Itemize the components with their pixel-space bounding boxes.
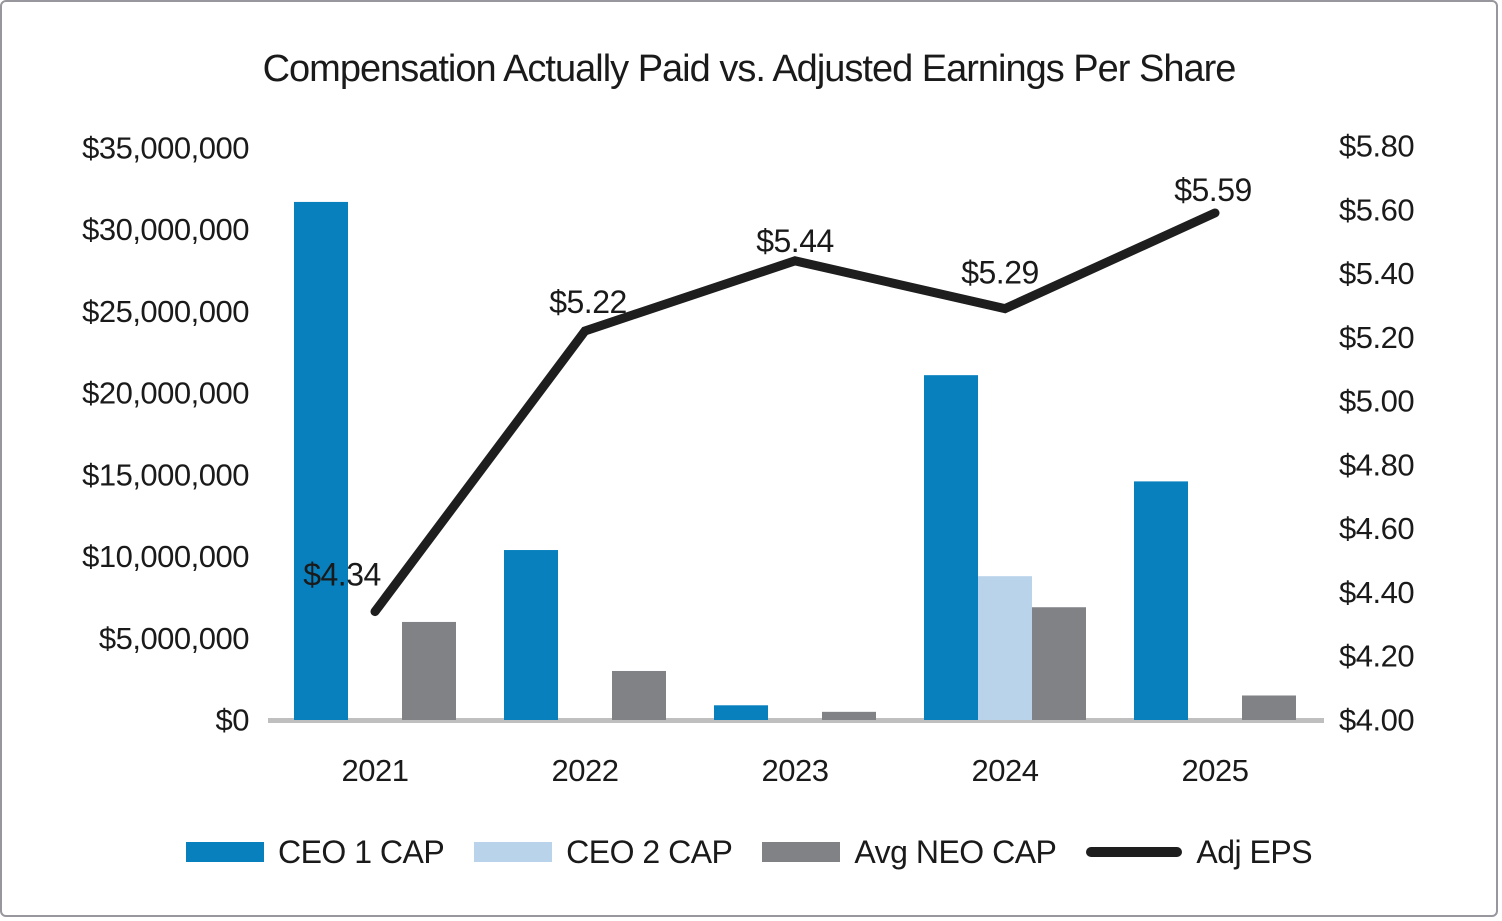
- x-axis-label-2024: 2024: [972, 753, 1039, 788]
- legend-swatch-ceo-2-cap: [474, 842, 553, 862]
- x-axis-label-2023: 2023: [762, 753, 829, 788]
- bar-ceo-2-cap-2024: [978, 576, 1032, 720]
- legend-item-ceo-1-cap: CEO 1 CAP: [185, 833, 445, 871]
- x-axis-label-2025: 2025: [1182, 753, 1249, 788]
- x-axis-line: [268, 718, 1324, 723]
- left-axis-tick-label: $15,000,000: [82, 457, 249, 492]
- right-axis-tick-label: $4.80: [1339, 447, 1414, 482]
- adj-eps-point-label-2025: $5.59: [1174, 172, 1252, 208]
- right-axis-tick-label: $5.80: [1339, 129, 1414, 164]
- legend-label-ceo-2-cap: CEO 2 CAP: [566, 833, 733, 870]
- adj-eps-point-label-2023: $5.44: [756, 223, 834, 259]
- legend-item-avg-neo-cap: Avg NEO CAP: [762, 833, 1057, 871]
- bar-ceo-1-cap-2022: [504, 550, 558, 720]
- left-axis-tick-label: $25,000,000: [82, 294, 249, 329]
- adj-eps-point-label-2021: $4.34: [303, 557, 381, 593]
- right-axis-tick-label: $4.40: [1339, 575, 1414, 610]
- bar-avg-neo-cap-2025: [1242, 695, 1296, 720]
- right-axis-tick-label: $5.60: [1339, 192, 1414, 227]
- x-axis-label-2021: 2021: [342, 753, 409, 788]
- bar-ceo-1-cap-2023: [714, 705, 768, 720]
- left-axis-tick-label: $5,000,000: [99, 621, 249, 656]
- legend-swatch-ceo-1-cap: [185, 842, 264, 862]
- bar-avg-neo-cap-2022: [612, 670, 666, 720]
- right-axis-tick-label: $4.00: [1339, 703, 1414, 738]
- legend-label-avg-neo-cap: Avg NEO CAP: [854, 833, 1057, 870]
- adj-eps-point-label-2022: $5.22: [549, 284, 627, 320]
- adj-eps-line: [370, 208, 1220, 617]
- legend-swatch-adj-eps-line: [1086, 847, 1183, 857]
- legend-item-adj-eps: Adj EPS: [1086, 833, 1313, 871]
- legend-swatch-avg-neo-cap: [762, 842, 841, 862]
- chart-title: Compensation Actually Paid vs. Adjusted …: [262, 48, 1237, 90]
- bar-ceo-1-cap-2025: [1134, 481, 1188, 720]
- legend-label-ceo-1-cap: CEO 1 CAP: [277, 833, 445, 870]
- left-axis-tick-label: $35,000,000: [82, 131, 249, 166]
- adj-eps-point-label-2024: $5.29: [961, 255, 1039, 291]
- left-axis-tick-label: $20,000,000: [82, 376, 249, 411]
- right-axis-tick-label: $4.60: [1339, 511, 1414, 546]
- bar-avg-neo-cap-2024: [1032, 607, 1086, 720]
- left-axis-tick-label: $0: [216, 703, 250, 738]
- legend-item-ceo-2-cap: CEO 2 CAP: [474, 833, 733, 871]
- right-axis-tick-label: $5.00: [1339, 384, 1414, 419]
- bar-avg-neo-cap-2023: [822, 711, 876, 720]
- left-axis-tick-label: $10,000,000: [82, 539, 249, 574]
- right-axis-tick-label: $4.20: [1339, 639, 1414, 674]
- bar-ceo-1-cap-2021: [294, 201, 348, 721]
- right-axis-tick-label: $5.20: [1339, 320, 1414, 355]
- left-axis-tick-label: $30,000,000: [82, 212, 249, 247]
- right-axis-tick-label: $5.40: [1339, 256, 1414, 291]
- x-axis-label-2022: 2022: [552, 753, 619, 788]
- legend-label-adj-eps: Adj EPS: [1196, 833, 1313, 870]
- bar-avg-neo-cap-2021: [402, 621, 456, 720]
- chart-legend: CEO 1 CAP CEO 2 CAP Avg NEO CAP Adj EPS: [2, 826, 1496, 878]
- bar-ceo-1-cap-2024: [924, 375, 978, 720]
